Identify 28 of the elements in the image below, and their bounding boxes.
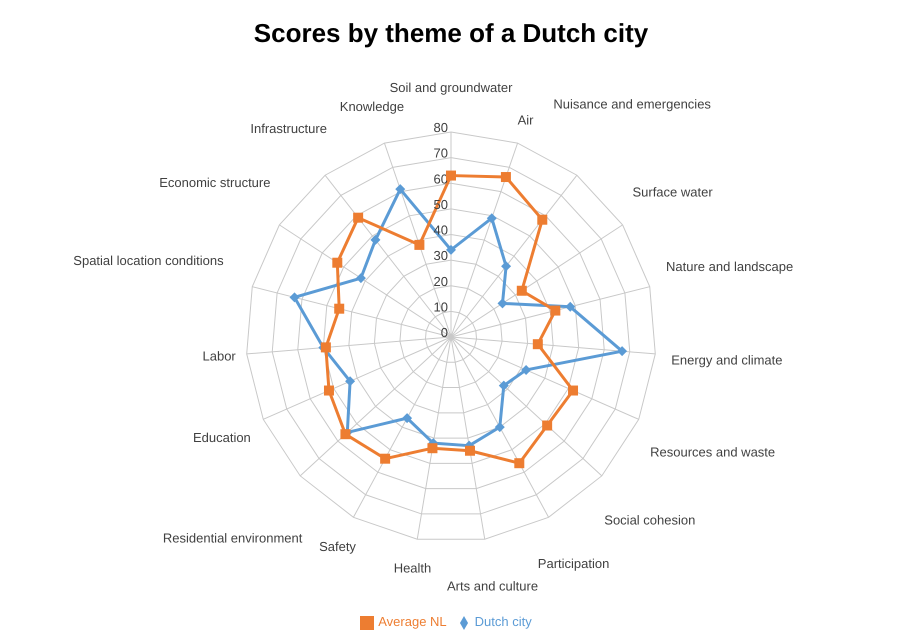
spoke-label: Arts and culture — [447, 578, 538, 594]
spoke-label: Nuisance and emergencies — [553, 96, 712, 112]
spoke-label: Participation — [538, 556, 610, 572]
spoke-label: Energy and climate — [671, 352, 783, 368]
spoke-label: Health — [394, 560, 432, 576]
spoke-label: Spatial location conditions — [73, 252, 224, 268]
spoke-label: Soil and groundwater — [390, 80, 514, 96]
legend-label: Average NL — [378, 614, 447, 630]
spoke-label: Safety — [319, 539, 356, 554]
y-tick-label: 10 — [434, 299, 448, 314]
chart-title: Scores by theme of a Dutch city — [252, 17, 650, 50]
y-tick-label: 70 — [434, 146, 448, 161]
spoke-label: Resources and waste — [650, 444, 776, 460]
spoke-label: Air — [518, 112, 534, 128]
spoke-label: Surface water — [632, 184, 714, 200]
spoke-label: Nature and landscape — [666, 258, 794, 274]
spoke-label: Economic structure — [159, 175, 270, 190]
legend-label: Dutch city — [474, 614, 532, 630]
spoke-label: Labor — [202, 348, 236, 364]
y-tick-label: 80 — [434, 120, 448, 135]
spoke-label: Infrastructure — [250, 120, 327, 136]
spoke-label: Knowledge — [340, 99, 404, 114]
y-tick-label: 20 — [434, 274, 448, 289]
y-tick-label: 0 — [440, 325, 448, 340]
y-tick-label: 30 — [434, 248, 448, 264]
spoke-label: Residential environment — [162, 530, 303, 546]
spoke-label: Social cohesion — [604, 512, 696, 528]
spoke-label: Education — [192, 430, 251, 445]
